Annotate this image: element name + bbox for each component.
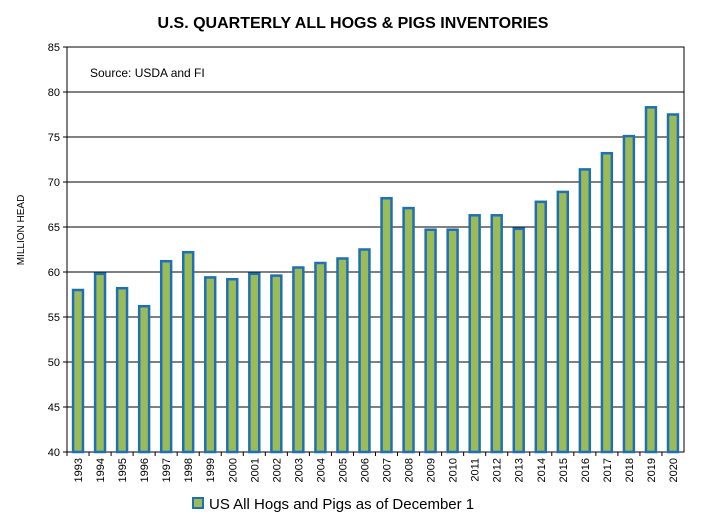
x-tick-label: 2002 bbox=[271, 458, 283, 482]
bar-2017 bbox=[600, 151, 614, 454]
bar-1995 bbox=[115, 286, 129, 454]
x-tick-label: 1994 bbox=[95, 458, 107, 482]
source-annotation: Source: USDA and FI bbox=[90, 66, 205, 80]
y-tick-label: 80 bbox=[48, 87, 60, 99]
bar-2003 bbox=[292, 266, 305, 454]
plot-area bbox=[66, 46, 685, 453]
y-tick-label: 60 bbox=[48, 267, 60, 279]
bar-2010 bbox=[446, 228, 459, 454]
bar-2016 bbox=[578, 168, 592, 454]
x-tick-label: 2011 bbox=[470, 458, 482, 482]
x-tick-label: 2018 bbox=[624, 458, 636, 482]
x-tick-label: 2017 bbox=[602, 458, 614, 482]
x-tick-label: 2019 bbox=[646, 458, 658, 482]
bar-2019 bbox=[644, 106, 658, 454]
bar-series bbox=[71, 106, 680, 454]
x-tick-label: 2014 bbox=[536, 458, 548, 482]
x-tick-label: 2009 bbox=[426, 458, 438, 482]
bar-2004 bbox=[314, 261, 327, 454]
x-axis: 1993 1994 1995 1996 1997 1998 1999 2000 2001 2002… bbox=[66, 452, 680, 482]
bar-1994 bbox=[93, 272, 107, 454]
x-tick-label: 2010 bbox=[448, 458, 460, 482]
x-tick-label: 2016 bbox=[580, 458, 592, 482]
bar-2009 bbox=[424, 228, 437, 454]
x-tick-label: 2000 bbox=[227, 458, 239, 482]
chart-title: U.S. QUARTERLY ALL HOGS & PIGS INVENTORI… bbox=[158, 15, 549, 32]
x-tick-label: 1998 bbox=[183, 458, 195, 482]
bar-2001 bbox=[248, 272, 261, 454]
x-tick-label: 2001 bbox=[249, 458, 261, 482]
y-tick-label: 40 bbox=[48, 447, 60, 459]
bar-2000 bbox=[226, 277, 239, 454]
y-tick-label: 65 bbox=[48, 222, 60, 234]
x-tick-label: 2013 bbox=[514, 458, 526, 482]
x-tick-label: 2012 bbox=[492, 458, 504, 482]
x-tick-label: 2015 bbox=[558, 458, 570, 482]
y-tick-label: 55 bbox=[48, 312, 60, 324]
x-tick-label: 1995 bbox=[117, 458, 129, 482]
legend-swatch bbox=[192, 497, 204, 509]
y-tick-label: 70 bbox=[48, 177, 60, 189]
bar-2011 bbox=[468, 214, 481, 454]
x-tick-label: 2020 bbox=[668, 458, 680, 482]
bar-2002 bbox=[270, 274, 283, 454]
bar-1993 bbox=[71, 288, 85, 454]
bar-2007 bbox=[380, 196, 393, 454]
bar-2006 bbox=[358, 248, 371, 454]
x-tick-label: 1993 bbox=[73, 458, 85, 482]
bar-2012 bbox=[490, 214, 503, 454]
bar-2018 bbox=[622, 134, 636, 454]
x-tick-label: 2005 bbox=[337, 458, 349, 482]
legend-label: US All Hogs and Pigs as of December 1 bbox=[209, 496, 474, 513]
y-axis: 85 80 75 70 65 60 55 50 45 40 bbox=[48, 42, 67, 459]
x-tick-label: 1997 bbox=[161, 458, 173, 482]
x-tick-label: 2003 bbox=[293, 458, 305, 482]
y-tick-label: 75 bbox=[48, 132, 60, 144]
y-tick-label: 45 bbox=[48, 402, 60, 414]
bar-2008 bbox=[402, 206, 415, 454]
legend: US All Hogs and Pigs as of December 1 bbox=[192, 496, 474, 513]
bar-2015 bbox=[556, 190, 570, 454]
bar-2005 bbox=[336, 257, 349, 454]
x-tick-label: 1996 bbox=[139, 458, 151, 482]
bar-2020 bbox=[666, 113, 680, 454]
y-axis-label: MILLION HEAD bbox=[16, 195, 27, 266]
bar-1996 bbox=[137, 304, 151, 454]
x-tick-label: 2008 bbox=[404, 458, 416, 482]
bar-1997 bbox=[159, 259, 173, 454]
bar-2013 bbox=[512, 227, 525, 454]
x-tick-label: 2006 bbox=[359, 458, 371, 482]
x-tick-label: 2004 bbox=[315, 458, 327, 482]
bar-2014 bbox=[534, 200, 547, 454]
y-tick-label: 50 bbox=[48, 357, 60, 369]
x-tick-label: 1999 bbox=[205, 458, 217, 482]
bar-1998 bbox=[181, 250, 195, 454]
y-tick-label: 85 bbox=[48, 42, 60, 54]
x-tick-label: 2007 bbox=[382, 458, 394, 482]
bar-1999 bbox=[204, 276, 217, 454]
